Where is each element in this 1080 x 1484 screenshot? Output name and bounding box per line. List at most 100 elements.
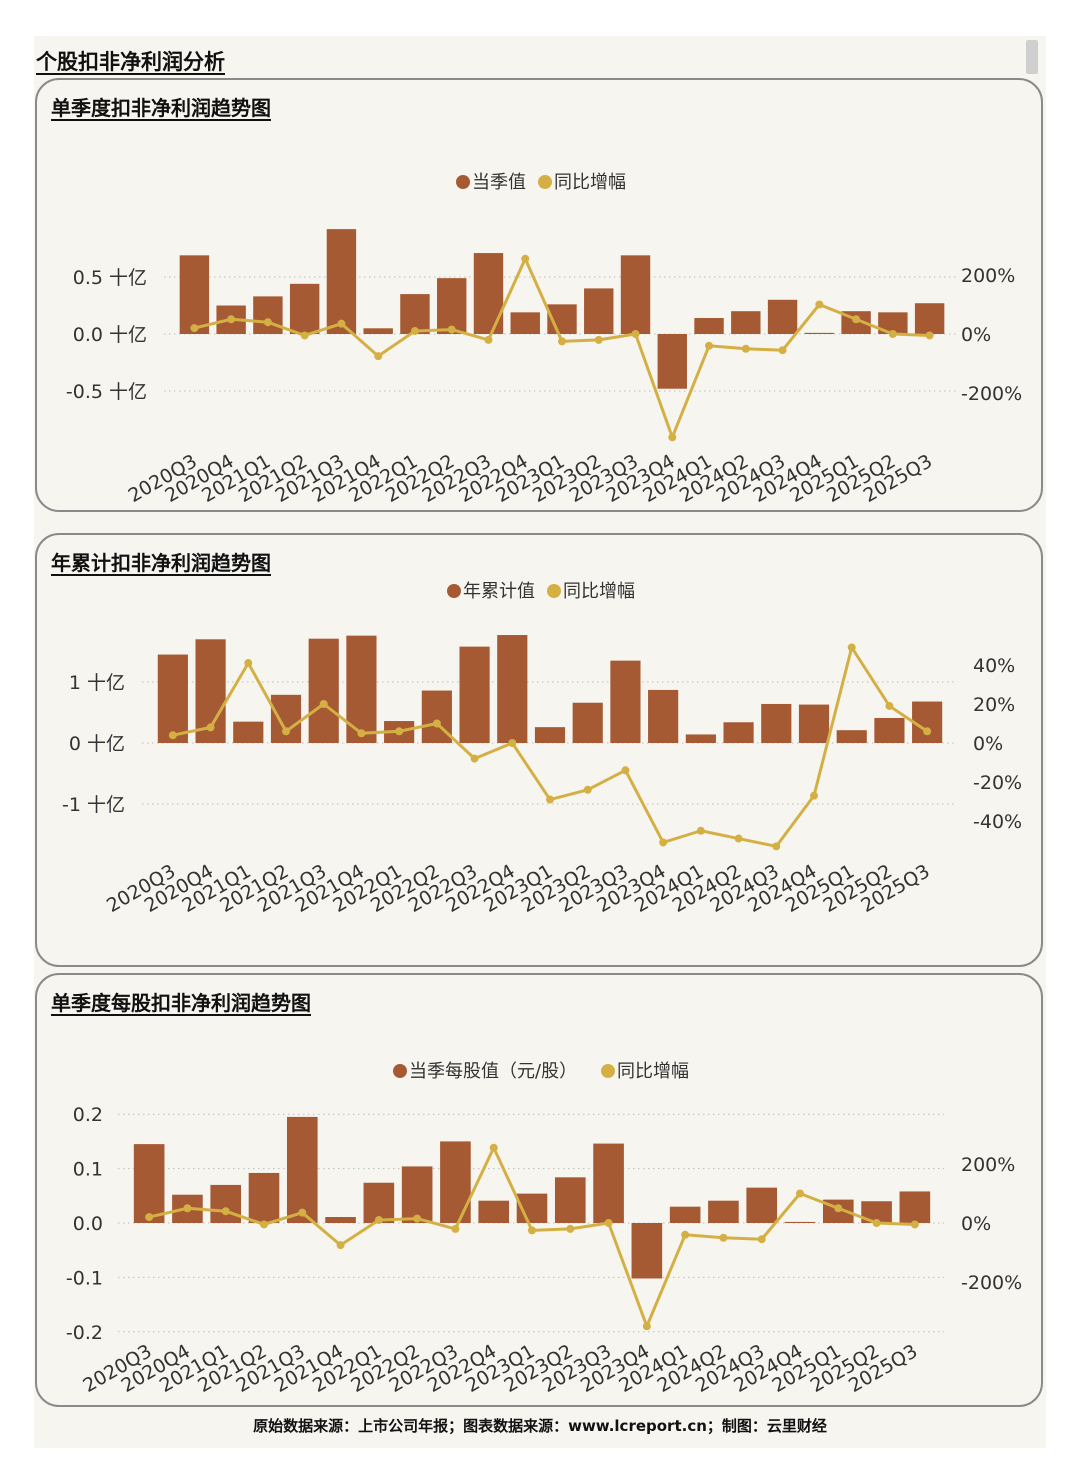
bar-2023Q2: [554, 1177, 586, 1223]
yoy-point-2022Q1: [395, 727, 404, 736]
right-axis-tick-label: 0%: [973, 733, 1003, 755]
bar-2024Q2: [731, 311, 761, 334]
left-axis-tick-label: -1 十亿: [62, 794, 125, 816]
bar-2024Q2: [723, 722, 754, 743]
chart-title: 单季度扣非净利润趋势图: [51, 96, 271, 120]
yoy-point-2023Q4: [659, 838, 668, 847]
bar-2024Q2: [708, 1200, 739, 1223]
yoy-point-2022Q2: [432, 719, 441, 728]
bar-2021Q2: [270, 694, 302, 743]
yoy-point-2020Q4: [227, 315, 236, 324]
bar-2023Q4: [631, 1223, 663, 1279]
cumulative-profit-panel: 年累计扣非净利润趋势图 1 十亿 0 十亿 -1 十亿 40% 20% 0% -20% -40…: [35, 533, 1043, 967]
yoy-point-2022Q1: [410, 327, 419, 336]
yoy-point-2023Q1: [546, 795, 554, 804]
yoy-point-2020Q4: [183, 1204, 192, 1213]
bar-2024Q4: [804, 332, 835, 334]
legend-swatch-bar: [393, 1064, 407, 1078]
quarterly-profit-panel: 单季度扣非净利润趋势图 0.5 十亿 0.0 十亿 -0.5 十亿 200% 0% -20…: [35, 78, 1043, 512]
yoy-point-2024Q2: [734, 834, 743, 843]
bar-2022Q2: [401, 1166, 433, 1223]
legend-label: 年累计值: [463, 581, 535, 602]
yoy-point-2022Q2: [447, 325, 456, 334]
bar-2021Q1: [233, 721, 264, 743]
legend-swatch-line: [601, 1064, 615, 1078]
eps-profit-chart: 0.20.10.0-0.1-0.2200%0%-200%2020Q32020Q4…: [66, 1061, 1022, 1397]
yoy-point-2021Q4: [357, 729, 366, 738]
quarterly-profit-chart: 0.5 十亿0.0 十亿-0.5 十亿200%0%-200%2020Q32020…: [66, 172, 1022, 507]
bar-2023Q2: [584, 288, 614, 334]
yoy-point-2021Q2: [282, 727, 290, 736]
yoy-point-2023Q2: [583, 785, 592, 794]
bar-2022Q3: [459, 646, 490, 743]
left-axis-tick-label: -0.2: [66, 1322, 103, 1344]
bar-2024Q1: [685, 734, 716, 743]
yoy-point-2021Q2: [300, 331, 309, 340]
bar-2024Q3: [746, 1187, 778, 1223]
bar-2021Q2: [289, 283, 320, 334]
yoy-point-2024Q4: [815, 300, 824, 309]
yoy-point-2023Q3: [621, 766, 630, 775]
yoy-point-2025Q1: [847, 643, 856, 652]
yoy-point-2022Q3: [470, 754, 479, 763]
bar-2023Q3: [610, 660, 641, 743]
bar-2025Q3: [912, 701, 943, 743]
report-page: 个股扣非净利润分析 单季度扣非净利润趋势图 0.5 十亿 0.0 十亿 -0.5 十…: [34, 36, 1046, 1448]
yoy-point-2022Q2: [413, 1214, 422, 1223]
bar-2021Q2: [248, 1172, 280, 1223]
left-axis-tick-label: 0.0 十亿: [73, 324, 147, 346]
bar-2020Q3: [133, 1144, 165, 1223]
yoy-point-2025Q3: [910, 1220, 919, 1229]
legend-label: 同比增幅: [554, 172, 626, 193]
page-title: 个股扣非净利润分析: [36, 50, 225, 74]
chart-title: 单季度每股扣非净利润趋势图: [51, 991, 311, 1015]
bar-2022Q4: [510, 312, 540, 334]
bar-2021Q1: [253, 296, 283, 334]
legend-swatch-line: [538, 175, 552, 189]
yoy-point-2024Q2: [719, 1233, 728, 1242]
yoy-point-2021Q2: [260, 1220, 268, 1229]
bar-2022Q4: [478, 1200, 510, 1223]
bar-2022Q2: [437, 278, 467, 334]
left-axis-tick-label: 0.2: [73, 1104, 103, 1126]
yoy-point-2023Q2: [594, 335, 603, 344]
bar-2021Q3: [308, 638, 339, 743]
bar-2025Q2: [878, 312, 908, 334]
yoy-point-2024Q3: [772, 842, 781, 851]
yoy-point-2025Q1: [852, 315, 861, 324]
cumulative-profit-chart: 1 十亿0 十亿-1 十亿40%20%0%-20%-40%2020Q32020Q…: [62, 581, 1022, 917]
legend-label: 当季每股值（元/股）: [409, 1061, 577, 1082]
yoy-point-2022Q1: [374, 1216, 383, 1225]
left-axis-tick-label: -0.5 十亿: [66, 381, 147, 403]
yoy-point-2024Q1: [681, 1230, 690, 1239]
legend-swatch-bar: [456, 175, 470, 189]
bar-2025Q1: [836, 730, 867, 743]
yoy-point-2025Q1: [834, 1204, 843, 1213]
yoy-point-2025Q2: [872, 1219, 881, 1227]
yoy-point-2024Q3: [778, 346, 787, 355]
bar-2022Q3: [440, 1141, 471, 1223]
bar-2023Q4: [657, 334, 687, 389]
yoy-point-2023Q2: [566, 1224, 575, 1233]
bar-2025Q3: [899, 1191, 931, 1223]
bar-2023Q3: [593, 1143, 624, 1223]
yoy-point-2024Q2: [741, 344, 750, 353]
bar-2023Q4: [648, 689, 679, 743]
bar-2023Q2: [572, 702, 603, 743]
right-axis-tick-label: 200%: [961, 265, 1015, 287]
left-axis-tick-label: -0.1: [66, 1267, 103, 1289]
yoy-point-2023Q1: [558, 337, 566, 346]
bar-2021Q4: [363, 328, 393, 334]
yoy-point-2022Q3: [451, 1224, 460, 1233]
yoy-point-2021Q1: [244, 659, 253, 668]
chart-title: 年累计扣非净利润趋势图: [51, 551, 271, 575]
scrollbar-thumb[interactable]: [1026, 40, 1038, 74]
bar-2025Q3: [914, 303, 945, 334]
legend-swatch-line: [547, 584, 561, 598]
bar-2025Q2: [874, 717, 905, 743]
yoy-point-2022Q4: [489, 1143, 498, 1152]
yoy-point-2023Q1: [528, 1226, 536, 1235]
bar-2022Q4: [497, 635, 528, 743]
right-axis-tick-label: 40%: [973, 655, 1015, 677]
yoy-point-2020Q3: [145, 1213, 154, 1222]
